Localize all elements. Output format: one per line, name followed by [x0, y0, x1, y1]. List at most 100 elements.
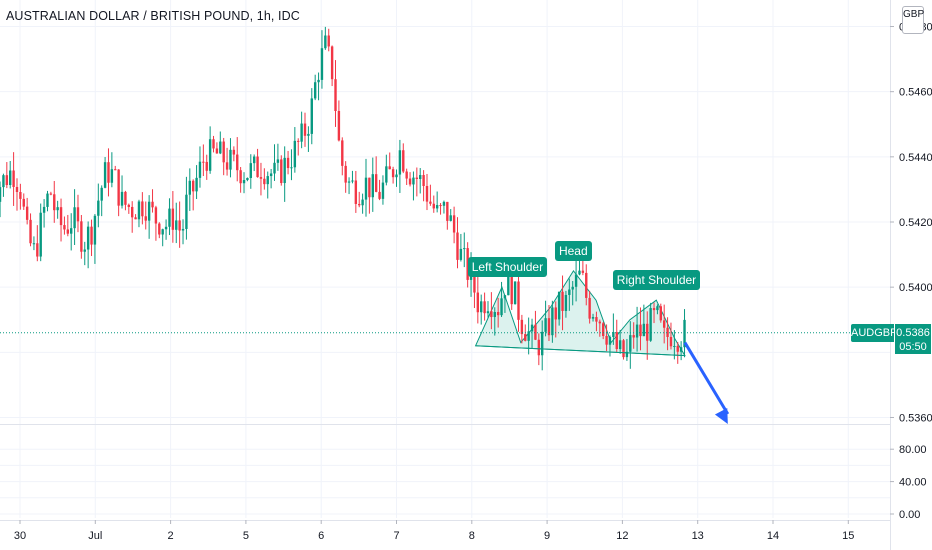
right-shoulder-label[interactable]: Right Shoulder — [612, 270, 701, 291]
candle-body — [361, 199, 364, 206]
candle-body — [618, 340, 622, 350]
candle-body — [283, 157, 286, 184]
candle-body — [483, 301, 486, 314]
candle-body — [656, 306, 659, 311]
candle-body — [385, 166, 388, 183]
candle-body — [551, 307, 554, 336]
candle-body — [588, 297, 591, 319]
candle-body — [110, 169, 114, 183]
projection-arrow[interactable] — [683, 341, 730, 424]
x-tick-label: 14 — [767, 530, 779, 542]
candle-body — [676, 346, 679, 352]
candle-body — [36, 243, 39, 257]
candle-body — [290, 167, 293, 169]
candle-body — [178, 220, 181, 231]
candle-body — [646, 323, 649, 341]
candle-body — [32, 243, 36, 245]
candle-body — [432, 203, 435, 209]
neckline[interactable] — [475, 345, 685, 357]
candle-body — [412, 177, 415, 185]
candle-body — [161, 229, 164, 235]
candle-body — [541, 331, 544, 356]
candle-body — [232, 149, 236, 155]
candle-body — [259, 177, 263, 179]
candle-body — [493, 311, 496, 318]
candle-body — [300, 123, 303, 142]
candle-body — [635, 324, 639, 338]
candle-body — [100, 187, 103, 201]
candle-body — [368, 177, 371, 198]
candle-body — [649, 308, 652, 341]
candle-body — [408, 178, 412, 185]
candle-body — [39, 212, 42, 257]
candle-body — [107, 162, 110, 183]
candle-body — [0, 187, 2, 202]
candle-body — [29, 219, 32, 244]
candle-body — [591, 317, 595, 319]
candle-body — [120, 191, 124, 206]
candle-body — [337, 111, 341, 141]
candle-body — [629, 335, 632, 352]
candle-body — [327, 35, 330, 47]
candle-body — [544, 318, 547, 332]
candle-body — [293, 140, 297, 168]
candle-body — [415, 177, 419, 179]
candle-body — [612, 332, 615, 337]
currency-button[interactable]: GBP — [902, 6, 924, 34]
osc-tick-label: 40.00 — [899, 477, 927, 489]
candle-body — [188, 180, 192, 195]
candle-body — [56, 207, 59, 211]
candle-body — [25, 206, 29, 220]
candle-body — [419, 175, 422, 179]
candle-body — [46, 193, 49, 207]
left-shoulder-label[interactable]: Left Shoulder — [467, 257, 548, 278]
candle-body — [480, 301, 483, 313]
candle-body — [391, 169, 395, 178]
head-label[interactable]: Head — [554, 240, 592, 261]
candle-body — [229, 149, 232, 170]
candle-body — [76, 207, 80, 222]
x-tick-label: 7 — [393, 530, 399, 542]
candle-body — [164, 226, 168, 230]
candle-body — [341, 140, 344, 166]
candle-body — [486, 311, 490, 314]
candle-body — [215, 148, 219, 154]
candle-body — [513, 281, 517, 305]
candle-body — [317, 79, 320, 83]
y-tick-label: 0.5440 — [899, 152, 932, 164]
x-tick-label: 8 — [469, 530, 475, 542]
candle-body — [256, 156, 259, 178]
candle-body — [449, 215, 452, 221]
candle-body — [446, 201, 449, 221]
candle-body — [154, 207, 158, 224]
candle-body — [185, 194, 188, 229]
candle-body — [622, 340, 625, 358]
candle-body — [236, 154, 239, 171]
candle-body — [66, 229, 70, 234]
candle-body — [280, 159, 283, 184]
candle-body — [564, 294, 568, 311]
candle-body — [2, 175, 5, 188]
x-tick-label: 12 — [616, 530, 628, 542]
candle-body — [151, 201, 154, 208]
bar-countdown: 05:50 — [899, 340, 927, 353]
candle-body — [307, 133, 310, 136]
chart-grid — [0, 0, 890, 518]
candle-body — [381, 182, 385, 199]
candle-body — [198, 161, 202, 178]
candle-body — [490, 311, 493, 318]
candle-body — [574, 274, 578, 287]
y-tick-label: 0.5420 — [899, 217, 932, 229]
candle-body — [517, 281, 520, 320]
candle-body — [364, 177, 368, 200]
candle-body — [476, 292, 480, 313]
candle-body — [395, 174, 398, 178]
candle-body — [19, 192, 22, 199]
candle-body — [158, 223, 161, 235]
x-tick-label: 30 — [14, 530, 26, 542]
candle-body — [249, 163, 252, 178]
candle-body — [219, 141, 222, 154]
candle-body — [90, 226, 93, 245]
candle-body — [561, 291, 564, 311]
